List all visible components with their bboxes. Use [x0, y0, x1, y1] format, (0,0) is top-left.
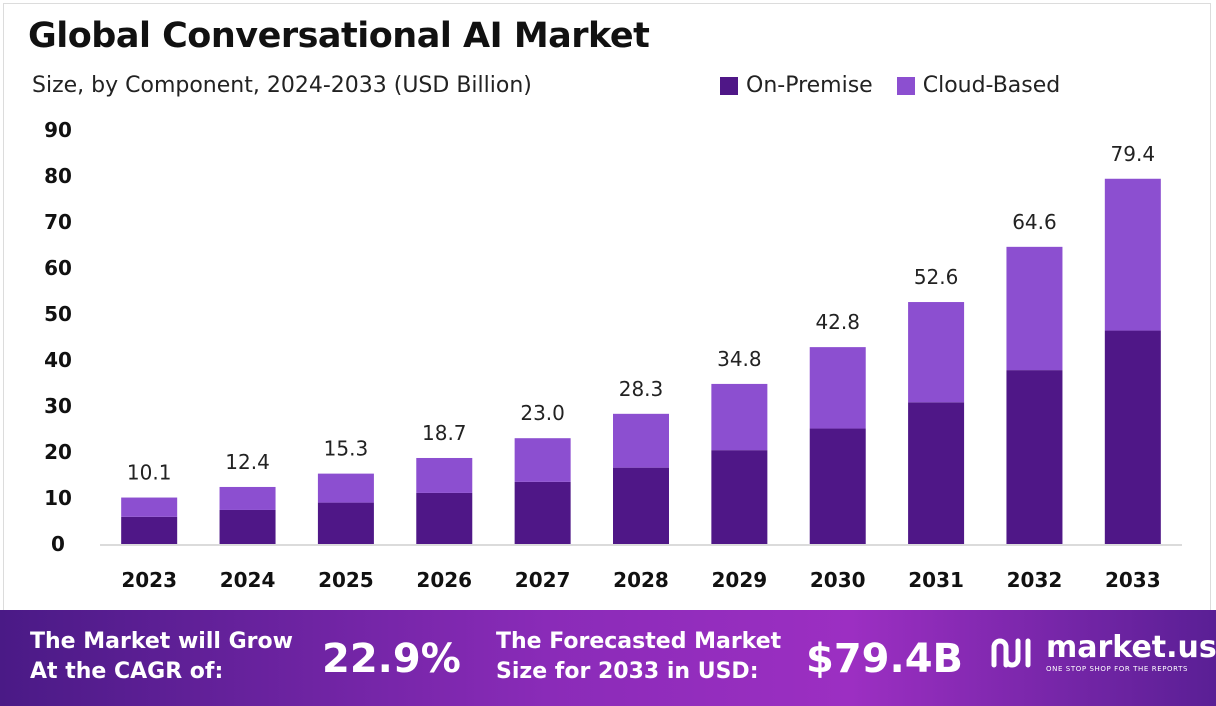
bar-segment-on-premise	[121, 516, 178, 544]
cagr-value: 22.9%	[322, 636, 461, 682]
bar-segment-on-premise	[1006, 370, 1063, 544]
bar-segment-cloud-based	[1104, 178, 1161, 331]
y-tick-label: 50	[44, 302, 72, 326]
bar-segment-on-premise	[1104, 330, 1161, 544]
y-tick-label: 30	[44, 394, 72, 418]
footer-banner: The Market will Grow At the CAGR of: 22.…	[0, 610, 1216, 706]
bar-segment-cloud-based	[121, 497, 178, 517]
y-tick-label: 10	[44, 486, 72, 510]
x-tick-label: 2033	[1105, 568, 1161, 592]
bar-total-label: 12.4	[225, 450, 270, 474]
bar-total-label: 64.6	[1012, 210, 1057, 234]
x-tick-label: 2028	[613, 568, 669, 592]
cagr-caption-line2: At the CAGR of:	[30, 659, 224, 684]
y-tick-label: 60	[44, 256, 72, 280]
x-tick-label: 2024	[220, 568, 276, 592]
bar-segment-cloud-based	[219, 486, 276, 510]
y-tick-label: 70	[44, 210, 72, 234]
bar-segment-cloud-based	[613, 413, 669, 468]
y-tick-label: 80	[44, 164, 72, 188]
bar-chart: 010203040506070809010.1202312.4202415.32…	[44, 118, 1182, 592]
y-tick-label: 90	[44, 118, 72, 142]
bar-segment-cloud-based	[809, 347, 866, 429]
legend-label-cloud-based: Cloud-Based	[922, 73, 1061, 98]
y-tick-label: 0	[51, 532, 65, 556]
bar-total-label: 10.1	[127, 461, 172, 485]
bar-segment-on-premise	[711, 450, 768, 544]
x-tick-label: 2023	[121, 568, 177, 592]
brand-name: market.us	[1046, 630, 1216, 665]
bar-segment-cloud-based	[514, 438, 571, 482]
bar-total-label: 15.3	[324, 437, 369, 461]
bar-segment-on-premise	[613, 467, 669, 544]
forecast-caption-line2: Size for 2033 in USD:	[496, 659, 759, 684]
bar-total-label: 28.3	[619, 377, 664, 401]
bar-segment-on-premise	[809, 428, 866, 544]
bar-segment-on-premise	[416, 492, 473, 544]
x-tick-label: 2030	[810, 568, 866, 592]
bar-segment-on-premise	[317, 502, 374, 544]
x-tick-label: 2032	[1007, 568, 1063, 592]
bar-segment-cloud-based	[317, 473, 374, 503]
bar-segment-cloud-based	[711, 383, 768, 451]
chart-title: Global Conversational AI Market	[28, 16, 650, 56]
bar-segment-on-premise	[514, 481, 571, 544]
bar-segment-on-premise	[908, 402, 965, 544]
cagr-caption-line1: The Market will Grow	[30, 629, 293, 654]
bar-segment-cloud-based	[416, 457, 473, 493]
legend-swatch-on-premise	[720, 76, 738, 95]
bar-total-label: 42.8	[815, 310, 860, 334]
bar-segment-cloud-based	[1006, 246, 1063, 371]
legend-swatch-cloud-based	[896, 76, 915, 95]
legend-label-on-premise: On-Premise	[746, 73, 873, 98]
bar-total-label: 52.6	[914, 265, 959, 289]
forecast-caption-line1: The Forecasted Market	[496, 629, 782, 654]
market-us-logo-icon	[991, 638, 1031, 668]
cagr-caption: The Market will Grow At the CAGR of:	[30, 627, 293, 687]
bar-segment-cloud-based	[908, 302, 965, 403]
x-tick-label: 2029	[712, 568, 768, 592]
y-tick-label: 20	[44, 440, 72, 464]
forecast-caption: The Forecasted Market Size for 2033 in U…	[496, 627, 781, 687]
x-tick-label: 2026	[416, 568, 472, 592]
bar-total-label: 18.7	[422, 421, 467, 445]
legend: On-Premise Cloud-Based	[720, 73, 1084, 98]
brand-logo: market.us ONE STOP SHOP FOR THE REPORTS	[990, 632, 1216, 674]
bar-total-label: 23.0	[520, 401, 565, 425]
bar-segment-on-premise	[219, 509, 276, 544]
x-tick-label: 2031	[908, 568, 964, 592]
legend-item-on-premise: On-Premise	[720, 73, 873, 98]
x-tick-label: 2027	[515, 568, 571, 592]
legend-item-cloud-based: Cloud-Based	[896, 73, 1061, 98]
x-tick-label: 2025	[318, 568, 374, 592]
y-tick-label: 40	[44, 348, 72, 372]
brand-tagline: ONE STOP SHOP FOR THE REPORTS	[1046, 665, 1189, 673]
bar-total-label: 79.4	[1111, 142, 1156, 166]
bar-total-label: 34.8	[717, 347, 762, 371]
forecast-value: $79.4B	[806, 636, 964, 682]
chart-subtitle: Size, by Component, 2024-2033 (USD Billi…	[32, 73, 532, 98]
